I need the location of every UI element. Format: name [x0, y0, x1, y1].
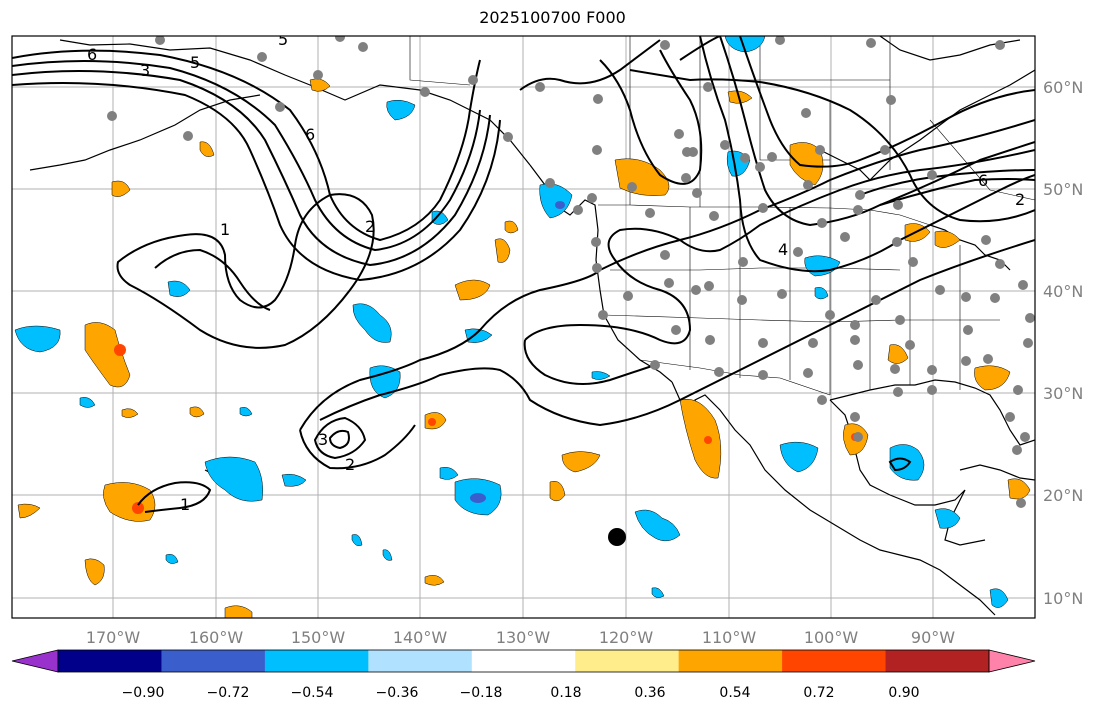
contour-label: 6: [305, 125, 315, 144]
contour-label: 3: [318, 430, 328, 449]
contour-label: 5: [278, 30, 288, 49]
colorbar-segment: [678, 650, 783, 672]
contour-label: 3: [140, 61, 150, 80]
contour-label: 1: [180, 495, 190, 514]
contour-label-group: 6 5 3 5 6 1 2 4 6 2 3 2 1: [87, 30, 1025, 514]
colorbar-segment: [264, 650, 369, 672]
map-frame: [11, 35, 1036, 619]
contour-lines: [12, 36, 1035, 513]
gridlines: [12, 36, 1035, 618]
colorbar-labels: −0.90 −0.72 −0.54 −0.36 −0.18 0.18 0.36 …: [122, 685, 920, 701]
colorbar-tick-label: 0.36: [634, 685, 665, 701]
lon-label: 170°W: [86, 628, 141, 647]
colorbar-tick-label: 0.90: [888, 685, 919, 701]
contour-label: 5: [190, 53, 200, 72]
lat-axis-labels: 60°N 50°N 40°N 30°N 20°N 10°N: [1043, 78, 1083, 608]
lon-label: 160°W: [189, 628, 244, 647]
colorbar-tick-label: −0.90: [122, 685, 165, 701]
station-dots: [107, 36, 1035, 508]
lat-label: 50°N: [1043, 180, 1083, 199]
lon-label: 110°W: [702, 628, 757, 647]
colorbar-extend-max: [988, 649, 1036, 673]
lon-label: 100°W: [804, 628, 859, 647]
colorbar-tick-label: −0.18: [460, 685, 503, 701]
map-title: 2025100700 F000: [479, 8, 626, 27]
colorbar-tick-label: −0.72: [207, 685, 250, 701]
contour-label: 6: [978, 171, 988, 190]
lon-label: 150°W: [291, 628, 346, 647]
contour-label: 4: [778, 240, 788, 259]
colorbar-segment: [885, 650, 990, 672]
colorbar-segment: [161, 650, 266, 672]
anomaly-patches: [14, 36, 1031, 618]
lon-label: 140°W: [393, 628, 448, 647]
colorbar-segment: [368, 650, 473, 672]
colorbar-segment: [471, 650, 576, 672]
lon-axis-labels: 170°W 160°W 150°W 140°W 130°W 120°W 110°…: [86, 628, 955, 647]
lon-label: 90°W: [911, 628, 955, 647]
lat-label: 10°N: [1043, 589, 1083, 608]
contour-label: 2: [1015, 190, 1025, 209]
colorbar-tick-label: 0.18: [550, 685, 581, 701]
colorbar: [11, 649, 1036, 673]
contour-label: 6: [87, 45, 97, 64]
lat-label: 30°N: [1043, 384, 1083, 403]
colorbar-frame: [57, 649, 990, 673]
colorbar-tick-label: 0.72: [803, 685, 834, 701]
location-marker[interactable]: [608, 528, 626, 546]
colorbar-tick-label: −0.36: [376, 685, 419, 701]
lat-label: 60°N: [1043, 78, 1083, 97]
colorbar-segment: [58, 650, 162, 672]
colorbar-extend-min: [11, 649, 59, 673]
colorbar-tick-label: 0.54: [719, 685, 750, 701]
contour-label: 1: [220, 220, 230, 239]
lat-label: 40°N: [1043, 282, 1083, 301]
contour-label: 2: [345, 455, 355, 474]
colorbar-segment: [782, 650, 887, 672]
lat-label: 20°N: [1043, 486, 1083, 505]
lon-label: 120°W: [599, 628, 654, 647]
lon-label: 130°W: [496, 628, 551, 647]
contour-label: 2: [365, 217, 375, 236]
colorbar-segment: [575, 650, 680, 672]
colorbar-tick-label: −0.54: [291, 685, 334, 701]
